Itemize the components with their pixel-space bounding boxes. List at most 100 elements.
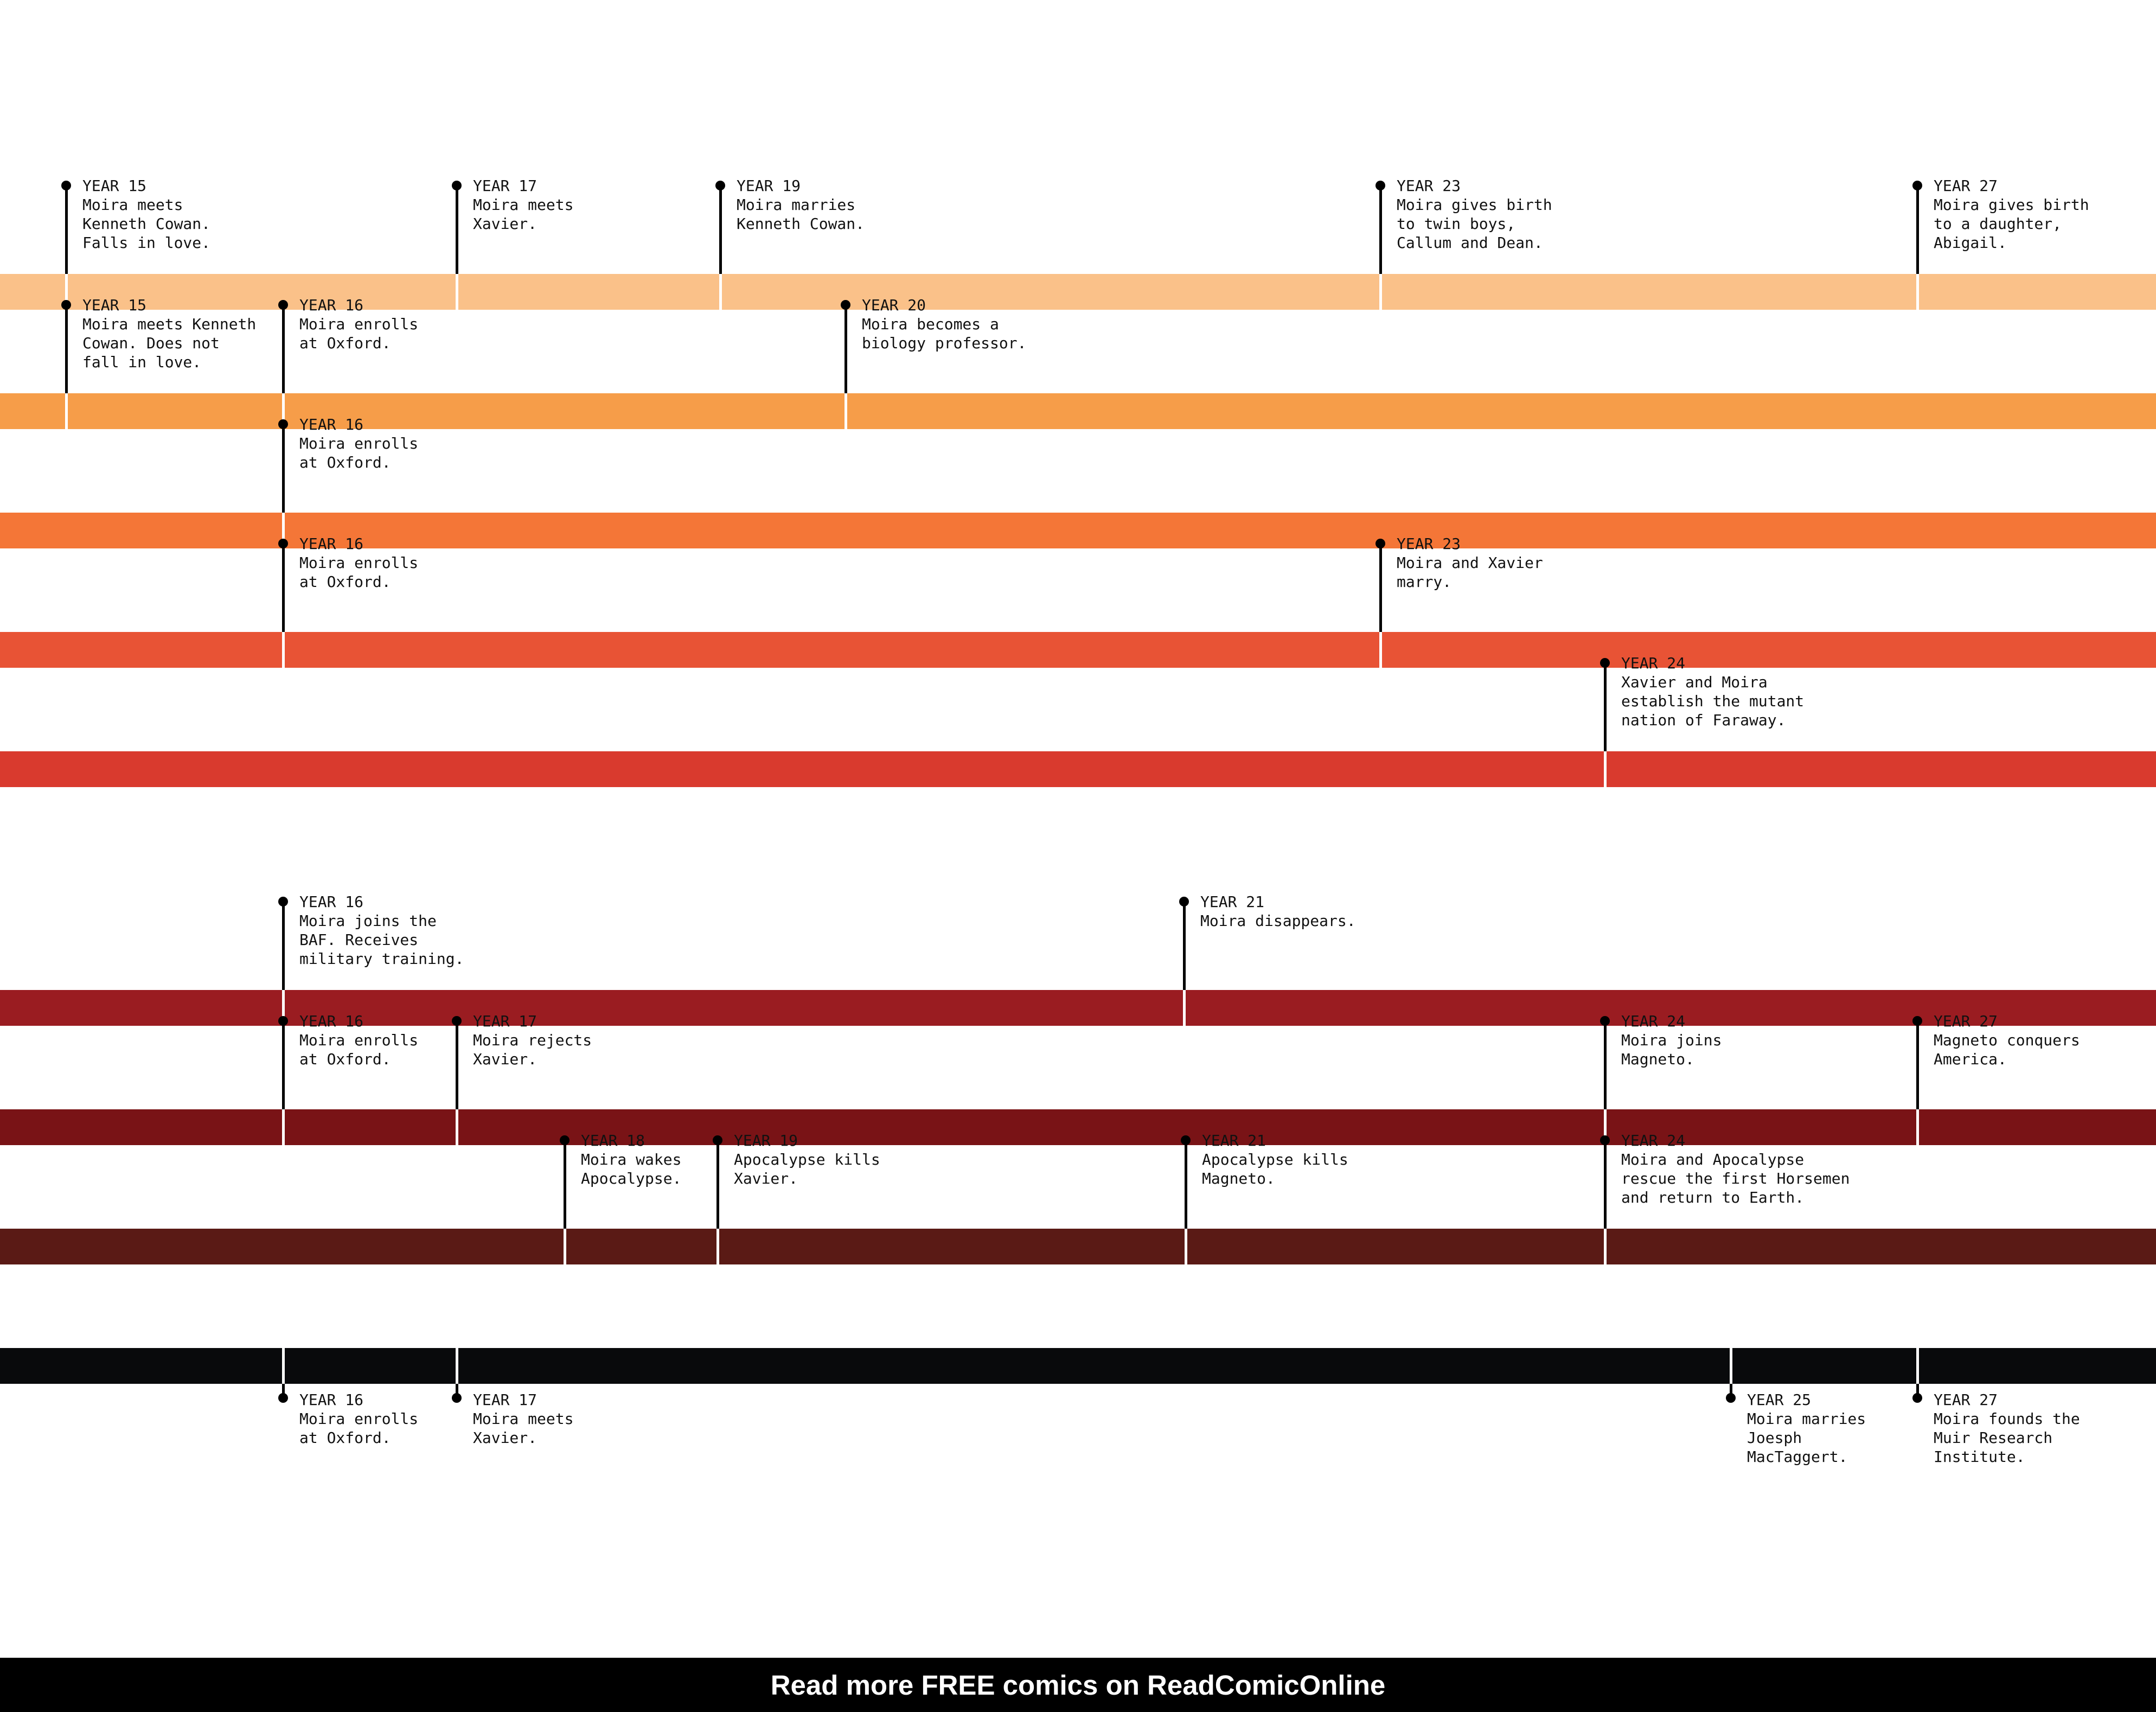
event-year: YEAR 20 bbox=[862, 296, 926, 314]
event-marker-line bbox=[456, 1109, 458, 1145]
event-marker-line bbox=[1604, 1109, 1607, 1145]
event-year: YEAR 24 bbox=[1621, 1132, 1686, 1149]
event-pin-icon bbox=[1912, 181, 1922, 190]
event-label: YEAR 16 Moira enrolls at Oxford. bbox=[299, 1390, 538, 1447]
event-year: YEAR 27 bbox=[1934, 177, 1998, 195]
event-marker-line bbox=[1916, 274, 1919, 310]
event-connector-line bbox=[65, 305, 68, 393]
event-description: Moira and Xavier marry. bbox=[1397, 554, 1543, 591]
event-year: YEAR 27 bbox=[1934, 1391, 1998, 1409]
event-marker-line bbox=[1183, 990, 1186, 1026]
event-year: YEAR 16 bbox=[299, 1391, 364, 1409]
event-pin-icon bbox=[278, 419, 288, 429]
event-pin-icon bbox=[452, 181, 462, 190]
event-connector-line bbox=[1604, 663, 1607, 751]
event-description: Moira and Apocalypse rescue the first Ho… bbox=[1621, 1151, 1850, 1206]
event-year: YEAR 15 bbox=[82, 177, 147, 195]
event-pin-icon bbox=[1912, 1393, 1922, 1403]
event-year: YEAR 25 bbox=[1747, 1391, 1812, 1409]
event-description: Moira enrolls at Oxford. bbox=[299, 1410, 419, 1447]
event-label: YEAR 16 Moira enrolls at Oxford. bbox=[299, 296, 538, 353]
event-connector-line bbox=[282, 1384, 285, 1397]
event-label: YEAR 19 Moira marries Kenneth Cowan. bbox=[737, 176, 975, 233]
event-marker-line bbox=[1730, 1348, 1732, 1384]
event-year: YEAR 17 bbox=[473, 177, 538, 195]
event-label: YEAR 21 Moira disappears. bbox=[1200, 892, 1439, 930]
event-description: Moira wakes Apocalypse. bbox=[581, 1151, 682, 1187]
event-label: YEAR 24 Moira and Apocalypse rescue the f… bbox=[1621, 1131, 1860, 1207]
timeline-band-8 bbox=[0, 1229, 2156, 1264]
event-pin-icon bbox=[1600, 1016, 1610, 1026]
event-label: YEAR 16 Moira enrolls at Oxford. bbox=[299, 415, 538, 472]
event-pin-icon bbox=[1376, 539, 1385, 548]
event-pin-icon bbox=[1181, 1135, 1191, 1145]
timeline-band-4 bbox=[0, 632, 2156, 668]
event-year: YEAR 16 bbox=[299, 893, 364, 911]
event-year: YEAR 17 bbox=[473, 1012, 538, 1030]
event-connector-line bbox=[456, 186, 458, 274]
event-label: YEAR 27 Moira gives birth to a daughter, … bbox=[1934, 176, 2156, 252]
event-connector-line bbox=[282, 424, 285, 513]
event-description: Moira meets Xavier. bbox=[473, 1410, 574, 1447]
event-label: YEAR 16 Moira enrolls at Oxford. bbox=[299, 1012, 538, 1069]
event-pin-icon bbox=[278, 1016, 288, 1026]
event-year: YEAR 24 bbox=[1621, 1012, 1686, 1030]
event-connector-line bbox=[456, 1384, 458, 1397]
event-marker-line bbox=[1379, 274, 1382, 310]
event-connector-line bbox=[1604, 1140, 1607, 1229]
event-connector-line bbox=[564, 1140, 566, 1229]
event-description: Moira disappears. bbox=[1200, 912, 1356, 930]
event-pin-icon bbox=[278, 897, 288, 906]
event-connector-line bbox=[456, 1021, 458, 1109]
event-year: YEAR 23 bbox=[1397, 177, 1461, 195]
event-connector-line bbox=[1185, 1140, 1187, 1229]
event-connector-line bbox=[1379, 186, 1382, 274]
event-connector-line bbox=[716, 1140, 719, 1229]
event-marker-line bbox=[456, 274, 458, 310]
event-label: YEAR 27 Moira founds the Muir Research In… bbox=[1934, 1390, 2156, 1466]
event-year: YEAR 19 bbox=[734, 1132, 798, 1149]
event-marker-line bbox=[282, 1348, 285, 1384]
event-marker-line bbox=[1916, 1348, 1919, 1384]
event-pin-icon bbox=[452, 1016, 462, 1026]
event-connector-line bbox=[282, 544, 285, 632]
event-marker-line bbox=[719, 274, 722, 310]
timeline-band-9 bbox=[0, 1348, 2156, 1384]
event-label: YEAR 17 Moira meets Xavier. bbox=[473, 176, 712, 233]
event-description: Moira meets Kenneth Cowan. Falls in love… bbox=[82, 196, 211, 252]
event-year: YEAR 18 bbox=[581, 1132, 645, 1149]
event-description: Moira marries Joesph MacTaggert. bbox=[1747, 1410, 1866, 1466]
event-connector-line bbox=[1379, 544, 1382, 632]
timeline-band-2 bbox=[0, 393, 2156, 429]
event-description: Moira enrolls at Oxford. bbox=[299, 1031, 419, 1068]
event-year: YEAR 27 bbox=[1934, 1012, 1998, 1030]
event-description: Apocalypse kills Xavier. bbox=[734, 1151, 880, 1187]
event-year: YEAR 16 bbox=[299, 535, 364, 553]
event-marker-line bbox=[65, 393, 68, 429]
event-description: Moira enrolls at Oxford. bbox=[299, 554, 419, 591]
event-description: Xavier and Moira establish the mutant na… bbox=[1621, 673, 1805, 729]
event-description: Apocalypse kills Magneto. bbox=[1202, 1151, 1348, 1187]
event-marker-line bbox=[1604, 751, 1607, 787]
event-marker-line bbox=[1379, 632, 1382, 668]
event-year: YEAR 15 bbox=[82, 296, 147, 314]
event-marker-line bbox=[1916, 1109, 1919, 1145]
event-year: YEAR 16 bbox=[299, 1012, 364, 1030]
event-connector-line bbox=[1604, 1021, 1607, 1109]
footer-banner[interactable]: Read more FREE comics on ReadComicOnline bbox=[0, 1658, 2156, 1712]
event-description: Moira enrolls at Oxford. bbox=[299, 315, 419, 352]
event-marker-line bbox=[65, 274, 68, 310]
event-description: Moira meets Kenneth Cowan. Does not fall… bbox=[82, 315, 257, 371]
event-connector-line bbox=[282, 305, 285, 393]
event-year: YEAR 17 bbox=[473, 1391, 538, 1409]
timeline-band-3 bbox=[0, 513, 2156, 548]
event-pin-icon bbox=[61, 181, 71, 190]
event-marker-line bbox=[282, 513, 285, 548]
event-label: YEAR 23 Moira and Xavier marry. bbox=[1397, 534, 1635, 591]
footer-text: Read more FREE comics on ReadComicOnline bbox=[770, 1669, 1386, 1701]
event-pin-icon bbox=[560, 1135, 570, 1145]
event-connector-line bbox=[719, 186, 722, 274]
event-pin-icon bbox=[278, 539, 288, 548]
event-marker-line bbox=[282, 990, 285, 1026]
event-pin-icon bbox=[1376, 181, 1385, 190]
